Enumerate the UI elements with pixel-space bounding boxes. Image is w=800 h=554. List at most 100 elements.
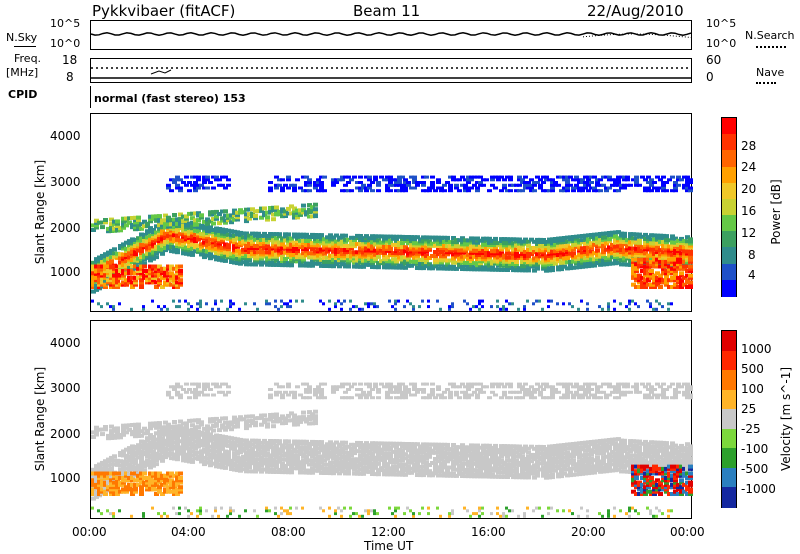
power-cell <box>94 267 99 272</box>
power-cell <box>115 264 120 269</box>
power-cell <box>253 250 258 255</box>
power-cell <box>661 266 666 271</box>
velocity-cell <box>166 471 171 476</box>
power-cell <box>235 242 240 247</box>
power-cell <box>223 228 228 233</box>
power-cell <box>625 238 630 243</box>
power-colorbar <box>721 117 737 297</box>
velocity-cell <box>232 467 237 472</box>
velocity-cell <box>256 438 261 443</box>
power-cell <box>457 244 462 249</box>
power-cell <box>94 218 99 223</box>
power-cell <box>574 183 579 187</box>
power-cell <box>208 227 213 232</box>
power-cell <box>334 249 339 254</box>
velocity-cell <box>94 471 99 476</box>
power-cell <box>688 251 693 256</box>
power-cell <box>175 233 180 238</box>
velocity-cell <box>265 459 270 464</box>
power-cell <box>133 278 138 283</box>
power-cell <box>559 263 564 267</box>
velocity-cell <box>166 487 171 492</box>
power-cell <box>97 264 102 269</box>
velocity-cell <box>220 382 225 386</box>
power-cell <box>508 261 513 266</box>
power-cell <box>460 236 465 241</box>
velocity-cell <box>223 441 228 446</box>
power-cell <box>517 183 522 187</box>
power-cell <box>130 237 135 242</box>
power-cell <box>382 234 387 239</box>
power-cell <box>586 181 591 184</box>
power-cell <box>241 260 246 265</box>
power-cell <box>649 259 654 264</box>
power-cell <box>520 266 525 271</box>
power-cell <box>397 251 402 256</box>
velocity-cell <box>133 431 138 436</box>
power-cell <box>427 239 432 244</box>
power-cell <box>547 262 552 267</box>
power-cell <box>634 238 639 243</box>
power-cell <box>340 256 345 261</box>
velocity-cell <box>295 466 300 471</box>
power-cell <box>388 234 393 239</box>
velocity-cell <box>163 449 168 453</box>
power-cell <box>622 231 627 236</box>
power-cell <box>250 207 255 212</box>
velocity-cell <box>91 487 96 492</box>
power-cell <box>463 178 468 182</box>
power-cell <box>613 261 618 266</box>
power-cell <box>412 257 417 262</box>
power-cell <box>376 189 381 193</box>
velocity-cell <box>277 419 282 424</box>
power-cell <box>403 189 408 193</box>
velocity-cell <box>205 448 210 453</box>
velocity-cell <box>178 419 183 424</box>
power-cell <box>688 266 693 271</box>
power-cell <box>325 259 330 264</box>
power-cell <box>196 213 201 218</box>
power-cell <box>382 238 387 243</box>
power-cell <box>172 237 177 242</box>
power-cell <box>193 175 198 179</box>
velocity-cell <box>166 422 171 427</box>
power-cell <box>547 178 552 182</box>
power-cell <box>214 230 219 235</box>
power-cell <box>541 246 546 251</box>
power-cell <box>382 178 387 182</box>
power-cell <box>124 240 129 245</box>
power-cell <box>382 257 387 262</box>
velocity-cell <box>115 492 120 496</box>
power-cell <box>184 231 189 236</box>
power-cell <box>289 248 294 253</box>
power-cell <box>538 244 543 249</box>
power-cell <box>130 249 135 254</box>
power-cell <box>640 245 645 250</box>
velocity-cell <box>151 480 156 485</box>
velocity-cell <box>109 487 114 492</box>
power-cell <box>397 255 402 260</box>
power-cell <box>337 249 342 254</box>
power-cell <box>631 232 636 237</box>
power-cell <box>394 243 399 247</box>
power-cell <box>166 219 171 224</box>
power-cell <box>625 246 630 251</box>
power-cell <box>439 260 444 265</box>
power-cell <box>445 240 450 244</box>
power-cell <box>679 247 684 252</box>
power-cell <box>151 273 156 278</box>
velocity-cell <box>127 482 132 487</box>
power-cell <box>106 256 111 261</box>
power-cell <box>520 178 525 182</box>
power-cell <box>262 231 267 236</box>
velocity-cell <box>268 467 273 472</box>
power-cell <box>304 234 309 239</box>
power-cell <box>133 250 138 255</box>
velocity-cell <box>271 467 276 472</box>
power-cell <box>685 285 690 289</box>
power-cell <box>622 262 627 267</box>
velocity-cell <box>142 439 147 444</box>
power-cell <box>688 269 693 273</box>
velocity-cell <box>160 450 165 455</box>
velocity-cell <box>223 416 228 421</box>
